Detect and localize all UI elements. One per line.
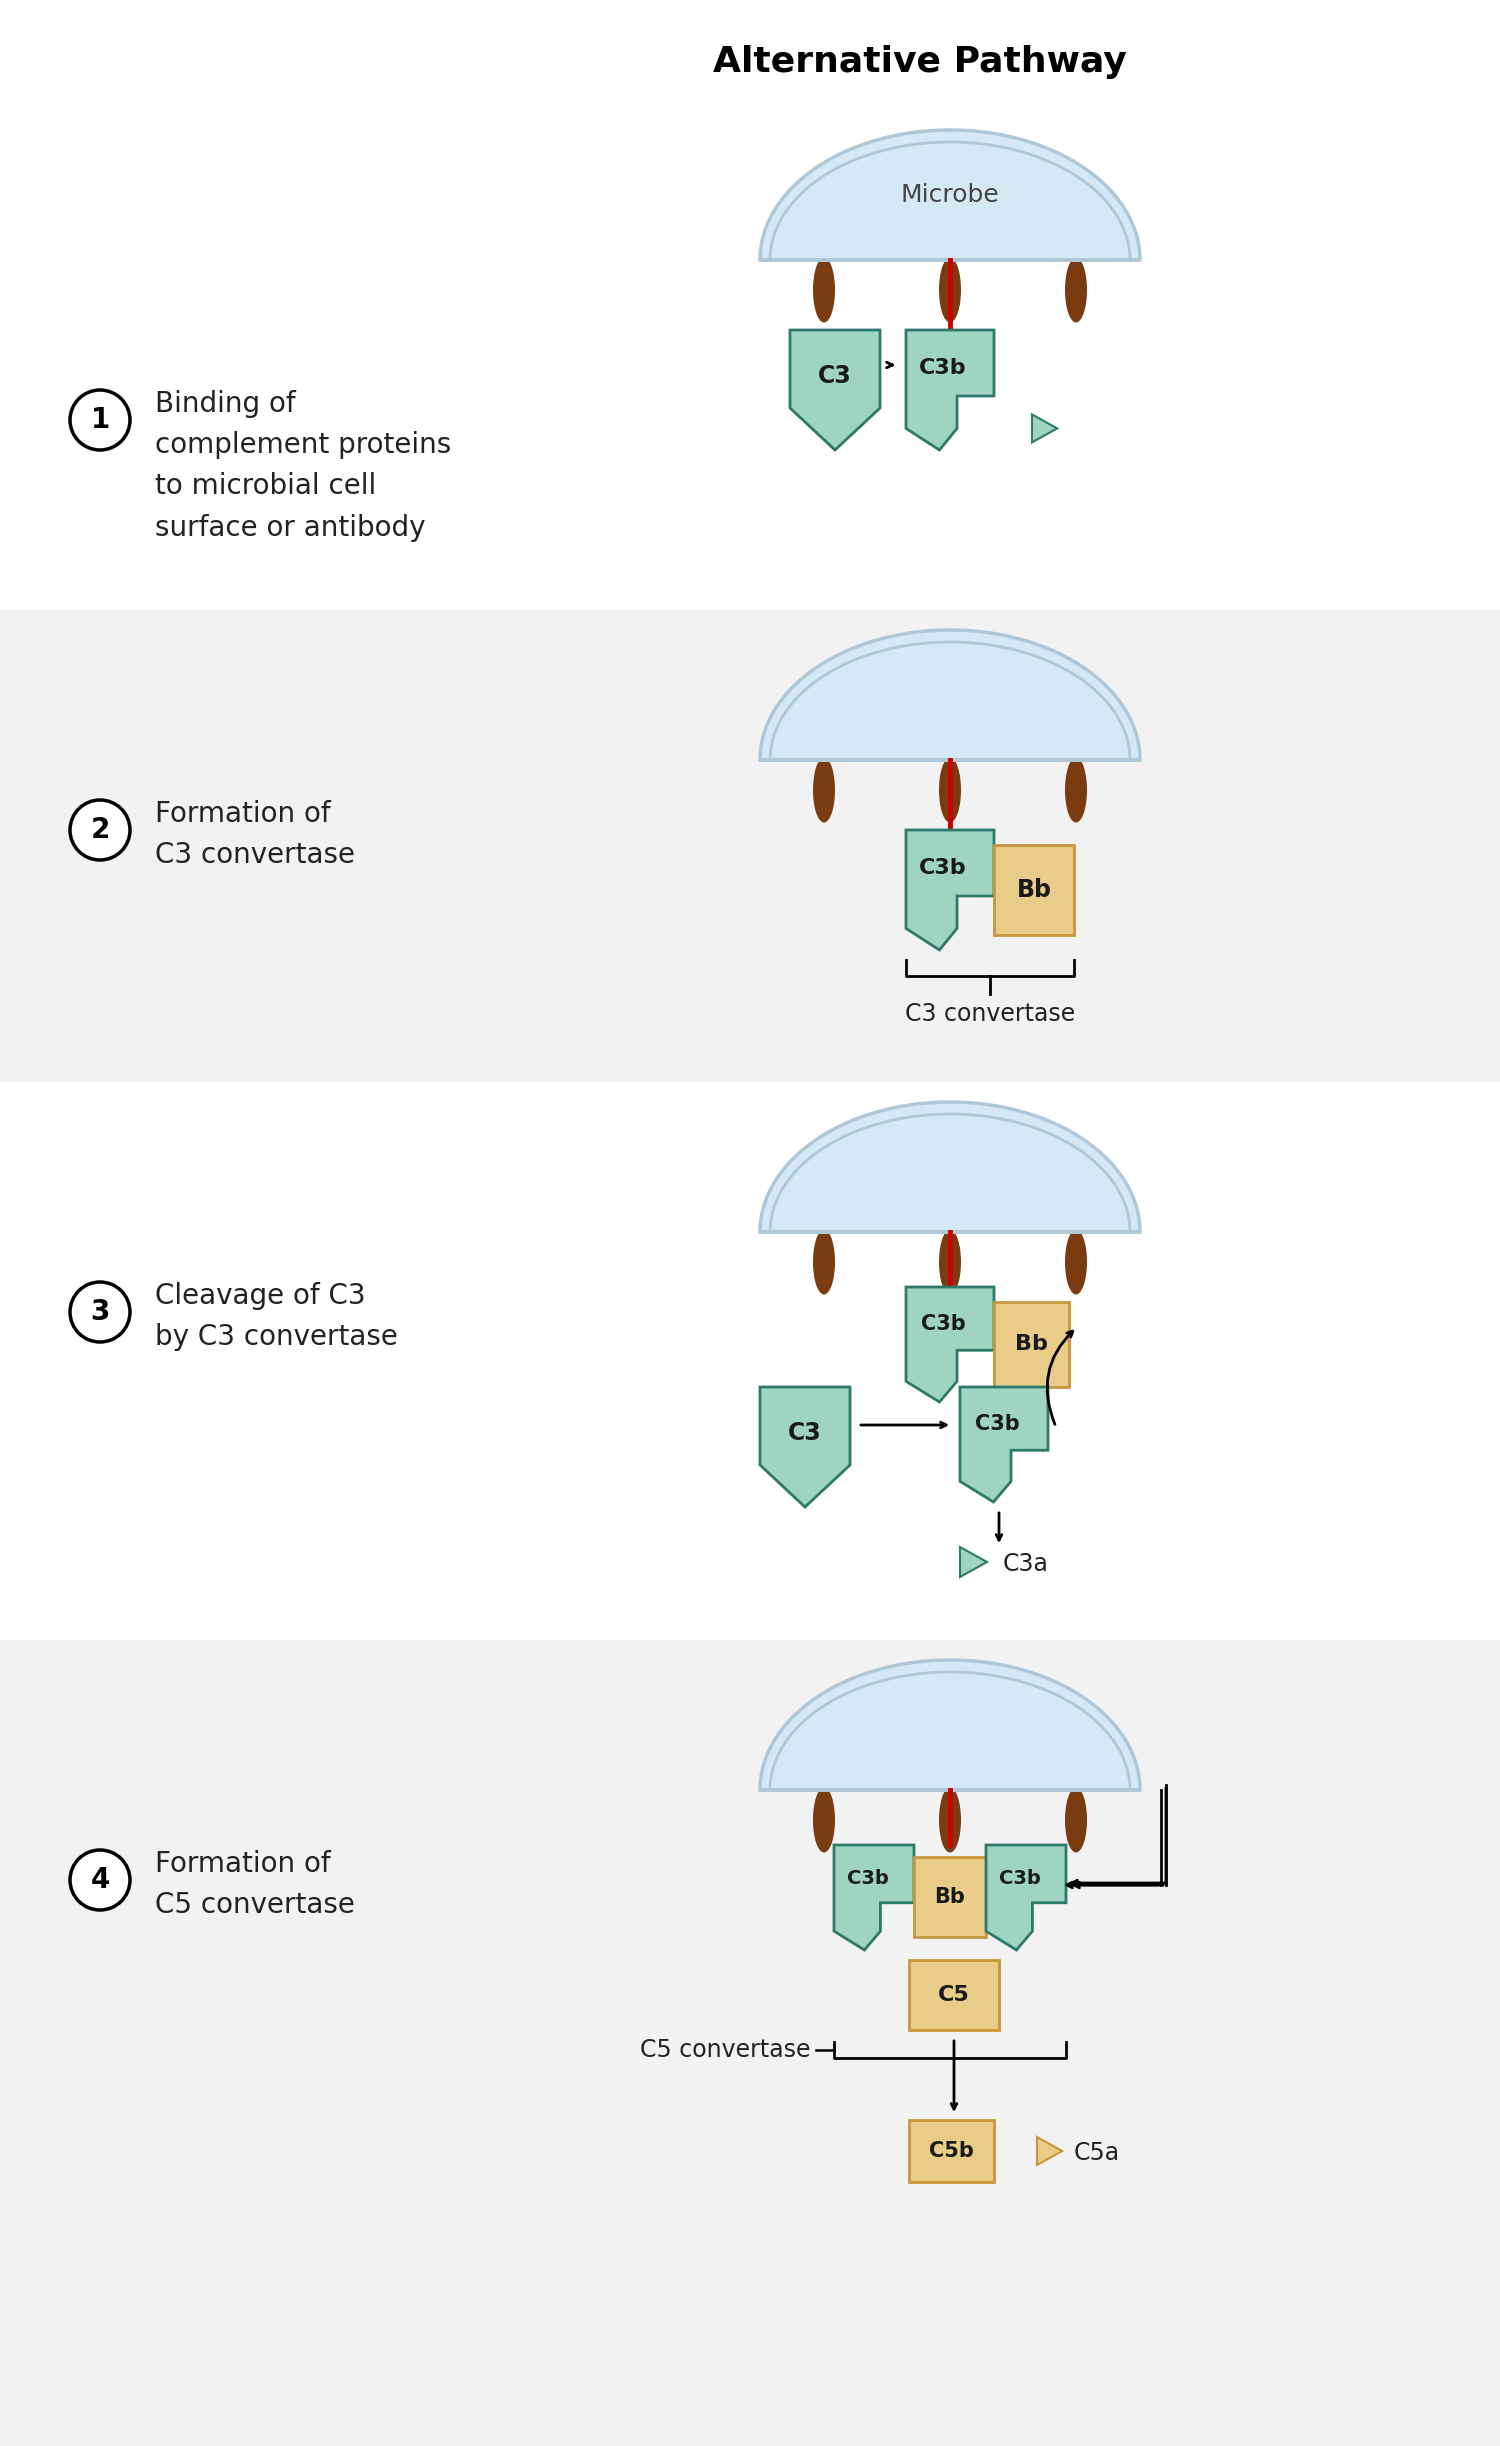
Polygon shape bbox=[760, 1387, 850, 1507]
Polygon shape bbox=[760, 1661, 1140, 1790]
Text: Binding of
complement proteins
to microbial cell
surface or antibody: Binding of complement proteins to microb… bbox=[154, 389, 452, 541]
Circle shape bbox=[70, 1282, 130, 1343]
Text: Cleavage of C3
by C3 convertase: Cleavage of C3 by C3 convertase bbox=[154, 1282, 398, 1350]
Circle shape bbox=[70, 389, 130, 450]
Ellipse shape bbox=[813, 758, 836, 822]
Ellipse shape bbox=[813, 257, 836, 323]
Text: 1: 1 bbox=[90, 406, 110, 433]
Circle shape bbox=[70, 800, 130, 861]
Text: 4: 4 bbox=[90, 1866, 110, 1893]
Text: C3: C3 bbox=[818, 364, 852, 386]
Bar bbox=[994, 844, 1074, 934]
Text: 3: 3 bbox=[90, 1299, 110, 1326]
Ellipse shape bbox=[939, 1788, 962, 1852]
Bar bbox=[914, 1857, 986, 1937]
Text: C3b: C3b bbox=[920, 360, 968, 379]
Text: C5: C5 bbox=[938, 1986, 970, 2006]
Ellipse shape bbox=[939, 758, 962, 822]
Ellipse shape bbox=[813, 1788, 836, 1852]
Text: C3b: C3b bbox=[846, 1869, 888, 1888]
Bar bbox=[0, 609, 1500, 1081]
Polygon shape bbox=[1032, 413, 1058, 443]
Polygon shape bbox=[1036, 2138, 1062, 2165]
Bar bbox=[0, 1639, 1500, 2446]
Ellipse shape bbox=[1065, 1788, 1088, 1852]
Text: 2: 2 bbox=[90, 817, 110, 844]
Polygon shape bbox=[906, 829, 995, 949]
Text: C3b: C3b bbox=[921, 1314, 966, 1333]
Polygon shape bbox=[834, 1844, 914, 1949]
Polygon shape bbox=[960, 1546, 987, 1578]
Text: Microbe: Microbe bbox=[900, 183, 999, 208]
Text: Bb: Bb bbox=[934, 1886, 966, 1908]
Text: C3a: C3a bbox=[1004, 1553, 1048, 1575]
Polygon shape bbox=[906, 330, 995, 450]
Text: Formation of
C3 convertase: Formation of C3 convertase bbox=[154, 800, 356, 868]
Polygon shape bbox=[760, 130, 1140, 259]
Text: C3b: C3b bbox=[975, 1414, 1020, 1433]
Bar bbox=[909, 2121, 995, 2182]
Polygon shape bbox=[986, 1844, 1066, 1949]
Bar bbox=[994, 1301, 1070, 1387]
Text: C3 convertase: C3 convertase bbox=[904, 1003, 1076, 1025]
Text: Formation of
C5 convertase: Formation of C5 convertase bbox=[154, 1849, 356, 1920]
Text: Alternative Pathway: Alternative Pathway bbox=[712, 44, 1126, 78]
Polygon shape bbox=[760, 631, 1140, 761]
Text: Bb: Bb bbox=[1016, 1336, 1048, 1355]
Ellipse shape bbox=[1065, 758, 1088, 822]
Text: C3b: C3b bbox=[999, 1869, 1041, 1888]
Text: C5 convertase: C5 convertase bbox=[640, 2038, 812, 2062]
Polygon shape bbox=[906, 1287, 995, 1402]
Ellipse shape bbox=[939, 257, 962, 323]
Ellipse shape bbox=[813, 1230, 836, 1294]
Polygon shape bbox=[960, 1387, 1048, 1502]
Polygon shape bbox=[790, 330, 880, 450]
Text: C5b: C5b bbox=[928, 2140, 974, 2160]
Text: C5a: C5a bbox=[1074, 2140, 1120, 2165]
Text: Bb: Bb bbox=[1017, 878, 1052, 903]
Text: C3b: C3b bbox=[920, 859, 968, 878]
Bar bbox=[909, 1959, 999, 2030]
Text: C3: C3 bbox=[788, 1421, 822, 1446]
Ellipse shape bbox=[1065, 1230, 1088, 1294]
Polygon shape bbox=[760, 1103, 1140, 1233]
Ellipse shape bbox=[1065, 257, 1088, 323]
Circle shape bbox=[70, 1849, 130, 1910]
Ellipse shape bbox=[939, 1230, 962, 1294]
